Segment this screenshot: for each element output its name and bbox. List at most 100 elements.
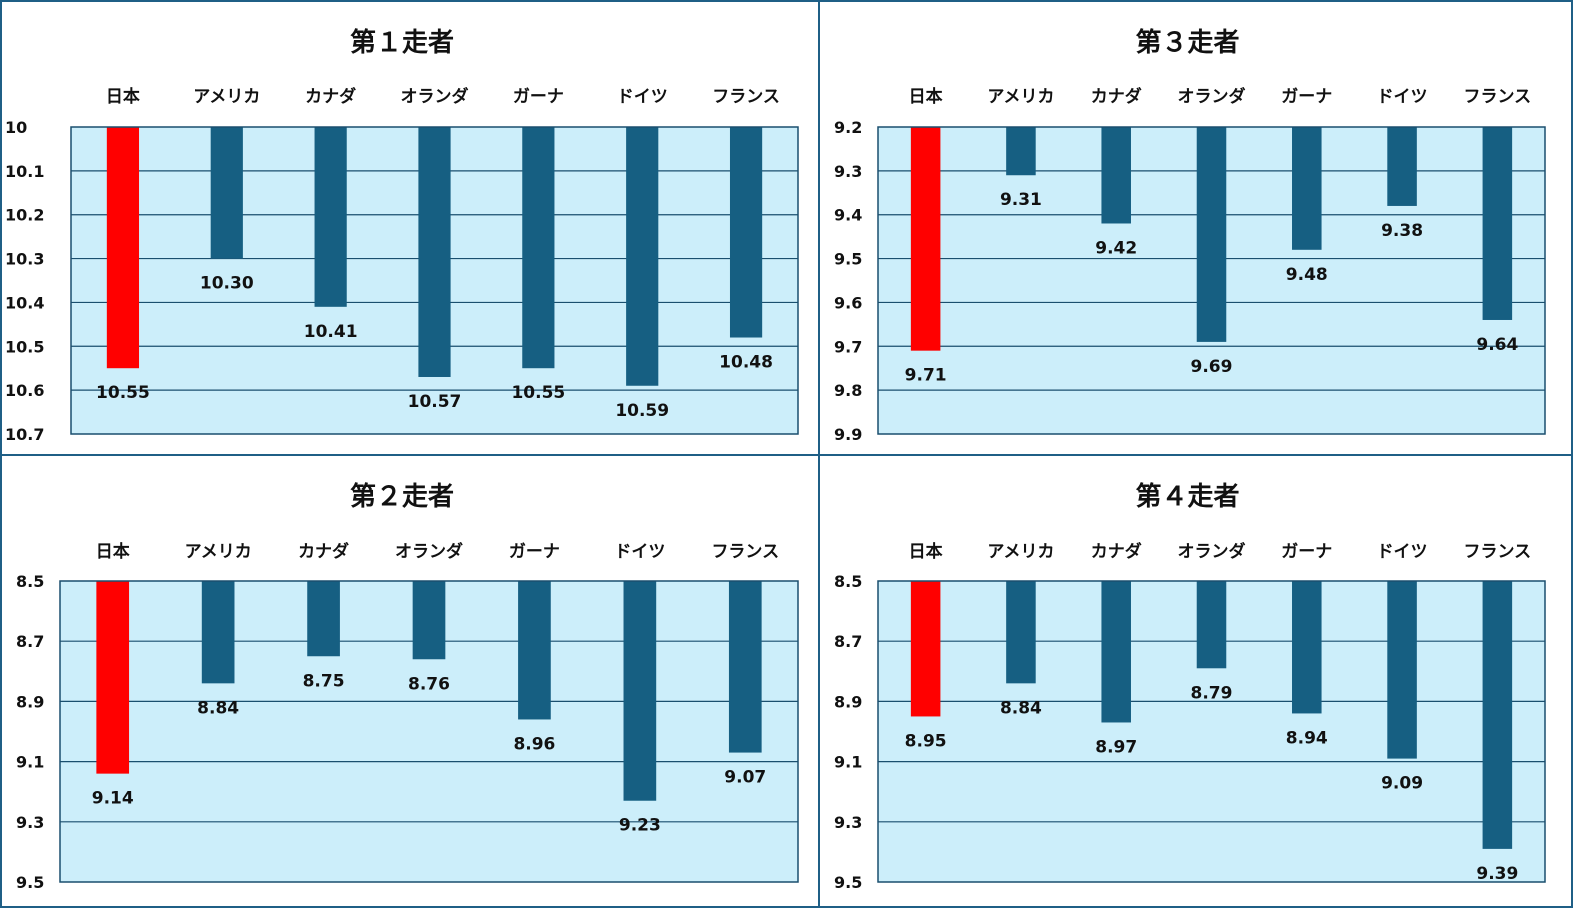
bar bbox=[623, 581, 657, 801]
bar bbox=[1292, 127, 1322, 250]
chart-panel-runner-1: 第１走者 10 10.1 10.2 10.3 10.4 10.5 10.6 10.7 日本 10.5… bbox=[0, 0, 820, 456]
bar bbox=[626, 127, 659, 386]
y-tick-label: 8.7 bbox=[834, 632, 862, 651]
y-tick-label: 10.7 bbox=[5, 425, 44, 444]
category-label: ガーナ bbox=[513, 87, 564, 107]
data-label: 9.48 bbox=[1286, 265, 1328, 285]
category-label: 日本 bbox=[96, 541, 130, 562]
bar bbox=[1006, 581, 1036, 684]
category-label: オランダ bbox=[1178, 86, 1246, 107]
bar bbox=[910, 127, 941, 351]
category-label: オランダ bbox=[395, 541, 463, 562]
data-label: 10.30 bbox=[200, 274, 254, 294]
data-label: 9.69 bbox=[1191, 357, 1233, 377]
bar bbox=[210, 127, 243, 259]
category-label: 日本 bbox=[909, 86, 943, 107]
category-label: フランス bbox=[711, 542, 779, 562]
category-label: カナダ bbox=[305, 86, 356, 107]
data-label: 9.14 bbox=[92, 789, 134, 809]
data-label: 9.31 bbox=[1000, 190, 1042, 210]
data-label: 10.48 bbox=[719, 353, 773, 373]
data-label: 9.71 bbox=[905, 366, 947, 386]
category-label: 日本 bbox=[106, 86, 140, 107]
data-label: 10.55 bbox=[511, 383, 565, 403]
chart-panel-runner-4: 第４走者 8.5 8.7 8.9 9.1 9.3 9.5 日本 8.95 アメリカ 8.84 カナダ 8… bbox=[818, 454, 1573, 908]
bar bbox=[1196, 581, 1227, 669]
data-label: 9.07 bbox=[724, 768, 766, 788]
bar bbox=[106, 127, 140, 369]
bar bbox=[728, 581, 762, 753]
y-tick-label: 10 bbox=[5, 118, 27, 137]
y-tick-label: 9.3 bbox=[16, 813, 44, 832]
category-label: カナダ bbox=[298, 541, 349, 562]
data-label: 8.75 bbox=[303, 671, 345, 691]
y-tick-label: 9.2 bbox=[834, 118, 862, 137]
bar bbox=[1101, 127, 1131, 224]
plot-border bbox=[877, 580, 1546, 883]
bar bbox=[1482, 581, 1513, 849]
y-tick-label: 8.7 bbox=[16, 632, 44, 651]
category-label: 日本 bbox=[909, 541, 943, 562]
category-label: ドイツ bbox=[1377, 542, 1428, 562]
plot-border bbox=[70, 126, 799, 435]
data-label: 10.59 bbox=[615, 401, 669, 421]
y-tick-label: 8.9 bbox=[16, 692, 44, 711]
y-tick-label: 9.4 bbox=[834, 206, 862, 225]
data-label: 8.94 bbox=[1286, 728, 1328, 748]
data-label: 9.64 bbox=[1476, 335, 1518, 355]
chart-panel-runner-3: 第３走者 9.2 9.3 9.4 9.5 9.6 9.7 9.8 9.9 日本 9.71 アメリカ 9.… bbox=[818, 0, 1573, 456]
bar bbox=[1006, 127, 1036, 176]
chart-svg-runner-2: 第２走者 8.5 8.7 8.9 9.1 9.3 9.5 日本 9.14 アメリカ 8.84 カナダ 8… bbox=[16, 481, 799, 892]
data-label: 8.95 bbox=[905, 731, 947, 751]
chart-panel-runner-2: 第２走者 8.5 8.7 8.9 9.1 9.3 9.5 日本 9.14 アメリカ 8.84 カナダ 8… bbox=[0, 454, 820, 908]
category-label: カナダ bbox=[1091, 86, 1142, 107]
category-label: オランダ bbox=[1178, 541, 1246, 562]
data-label: 10.55 bbox=[96, 383, 150, 403]
y-tick-label: 9.5 bbox=[834, 873, 862, 892]
data-label: 9.39 bbox=[1476, 864, 1518, 884]
plot-border bbox=[59, 580, 799, 883]
data-label: 10.41 bbox=[304, 322, 358, 342]
category-label: カナダ bbox=[1091, 541, 1142, 562]
bar bbox=[201, 581, 235, 684]
y-tick-label: 9.8 bbox=[834, 381, 862, 400]
data-label: 9.23 bbox=[619, 816, 661, 836]
y-tick-label: 10.1 bbox=[5, 162, 44, 181]
y-tick-label: 9.7 bbox=[834, 337, 862, 356]
bar bbox=[522, 127, 555, 369]
bar bbox=[910, 581, 941, 717]
y-tick-label: 9.3 bbox=[834, 813, 862, 832]
y-tick-label: 10.2 bbox=[5, 206, 44, 225]
y-tick-label: 10.3 bbox=[5, 250, 44, 269]
bar bbox=[96, 581, 130, 774]
chart-svg-runner-3: 第３走者 9.2 9.3 9.4 9.5 9.6 9.7 9.8 9.9 日本 9.71 アメリカ 9.… bbox=[834, 27, 1546, 444]
y-tick-label: 10.6 bbox=[5, 381, 44, 400]
y-tick-label: 9.3 bbox=[834, 162, 862, 181]
data-label: 9.42 bbox=[1095, 238, 1137, 258]
chart-title: 第１走者 bbox=[350, 27, 454, 58]
y-tick-label: 9.1 bbox=[16, 753, 44, 772]
y-tick-label: 8.5 bbox=[16, 572, 44, 591]
y-tick-label: 10.4 bbox=[5, 293, 44, 312]
category-label: アメリカ bbox=[987, 87, 1054, 107]
y-tick-label: 9.9 bbox=[834, 425, 862, 444]
category-label: フランス bbox=[1464, 87, 1532, 107]
y-tick-label: 9.5 bbox=[16, 873, 44, 892]
y-tick-label: 10.5 bbox=[5, 337, 44, 356]
category-label: ガーナ bbox=[1281, 87, 1332, 107]
chart-svg-runner-4: 第４走者 8.5 8.7 8.9 9.1 9.3 9.5 日本 8.95 アメリカ 8.84 カナダ 8… bbox=[834, 481, 1546, 892]
category-label: ガーナ bbox=[1281, 542, 1332, 562]
bar bbox=[307, 581, 340, 657]
category-label: オランダ bbox=[401, 86, 469, 107]
plot-border bbox=[877, 126, 1546, 435]
bar bbox=[418, 127, 451, 377]
bar bbox=[1387, 127, 1417, 206]
y-tick-label: 9.1 bbox=[834, 753, 862, 772]
category-label: ドイツ bbox=[617, 87, 668, 107]
chart-title: 第３走者 bbox=[1135, 27, 1239, 58]
data-label: 8.84 bbox=[1000, 698, 1042, 718]
y-tick-label: 8.9 bbox=[834, 692, 862, 711]
bar bbox=[1196, 127, 1227, 342]
chart-svg-runner-1: 第１走者 10 10.1 10.2 10.3 10.4 10.5 10.6 10.7 日本 10.5… bbox=[5, 27, 799, 444]
data-label: 8.76 bbox=[408, 674, 450, 694]
